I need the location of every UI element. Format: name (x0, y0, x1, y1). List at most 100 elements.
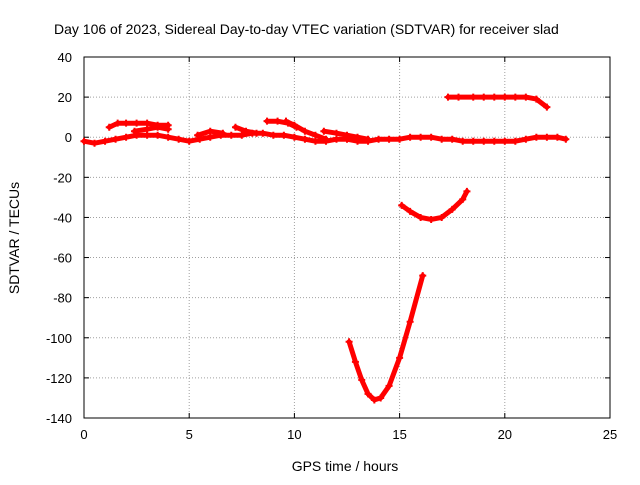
data-point (259, 129, 267, 137)
data-point (543, 133, 551, 141)
data-point (332, 135, 340, 143)
ticks-group: 0 5 10 15 20 25 -140 -120 -100 -80 -60 -40 -20 0 20 40 (46, 50, 617, 442)
data-point (263, 117, 271, 125)
data-point (154, 131, 162, 139)
data-point (101, 137, 109, 145)
data-point (185, 137, 193, 145)
data-point (490, 137, 498, 145)
data-point (438, 213, 446, 221)
y-tick-label: -120 (46, 371, 72, 386)
data-point (427, 133, 435, 141)
data-point (343, 131, 351, 139)
data-point (377, 394, 385, 402)
data-point (311, 131, 319, 139)
data-point (114, 119, 122, 127)
x-tick-label: 25 (603, 427, 617, 442)
data-point (448, 205, 456, 213)
data-point (385, 382, 393, 390)
data-point (562, 135, 570, 143)
series-line-arc-3 (132, 124, 171, 134)
data-point (396, 135, 404, 143)
y-tick-label: -60 (53, 251, 72, 266)
y-tick-label: -40 (53, 210, 72, 225)
x-tick-label: 10 (287, 427, 301, 442)
data-point (164, 133, 172, 141)
data-point (364, 135, 372, 143)
data-point (143, 125, 151, 133)
data-point (427, 215, 435, 223)
data-point (164, 125, 172, 133)
data-point (455, 93, 463, 101)
x-tick-label: 5 (186, 427, 193, 442)
data-point (358, 376, 366, 384)
data-point (280, 131, 288, 139)
data-point (238, 131, 246, 139)
y-tick-label: -20 (53, 170, 72, 185)
data-point (469, 93, 477, 101)
data-point (469, 137, 477, 145)
data-point (227, 131, 235, 139)
data-point (511, 93, 519, 101)
data-point (480, 93, 488, 101)
x-axis-label: GPS time / hours (292, 458, 399, 474)
data-point (438, 135, 446, 143)
data-point (553, 133, 561, 141)
data-point (122, 133, 130, 141)
data-point (206, 133, 214, 141)
data-point (301, 127, 309, 135)
data-point (345, 338, 353, 346)
data-point (130, 127, 138, 135)
data-point (231, 123, 239, 131)
data-point (419, 272, 427, 280)
grid-group (84, 57, 610, 418)
data-point (385, 135, 393, 143)
y-tick-label: -100 (46, 331, 72, 346)
data-point (133, 119, 141, 127)
data-point (143, 119, 151, 127)
data-point (322, 135, 330, 143)
data-point (290, 121, 298, 129)
data-point (311, 137, 319, 145)
data-point (532, 133, 540, 141)
y-tick-label: 20 (58, 90, 72, 105)
chart-title: Day 106 of 2023, Sidereal Day-to-day VTE… (54, 21, 559, 37)
data-point (282, 117, 290, 125)
data-point (396, 354, 404, 362)
x-tick-label: 20 (498, 427, 512, 442)
x-tick-label: 15 (392, 427, 406, 442)
data-point (444, 93, 452, 101)
data-point (463, 187, 471, 195)
data-point (522, 93, 530, 101)
data-point (406, 318, 414, 326)
data-point (290, 133, 298, 141)
data-point (459, 195, 467, 203)
data-point (354, 133, 362, 141)
data-point (242, 127, 250, 135)
data-point (448, 135, 456, 143)
y-tick-label: -140 (46, 411, 72, 426)
data-point (532, 95, 540, 103)
data-point (175, 135, 183, 143)
data-point (501, 93, 509, 101)
x-tick-label: 0 (80, 427, 87, 442)
data-point (112, 135, 120, 143)
data-point (320, 127, 328, 135)
data-point (480, 137, 488, 145)
data-point (194, 131, 202, 139)
data-point (351, 358, 359, 366)
data-point (301, 135, 309, 143)
series-group (80, 93, 570, 404)
data-point (522, 135, 530, 143)
data-point (459, 137, 467, 145)
data-point (253, 129, 261, 137)
data-point (417, 213, 425, 221)
data-point (154, 123, 162, 131)
plot-frame (83, 56, 611, 419)
data-point (143, 131, 151, 139)
data-point (417, 133, 425, 141)
data-point (91, 139, 99, 147)
series-line-arc-10 (399, 188, 470, 222)
data-point (406, 207, 414, 215)
data-point (332, 129, 340, 137)
